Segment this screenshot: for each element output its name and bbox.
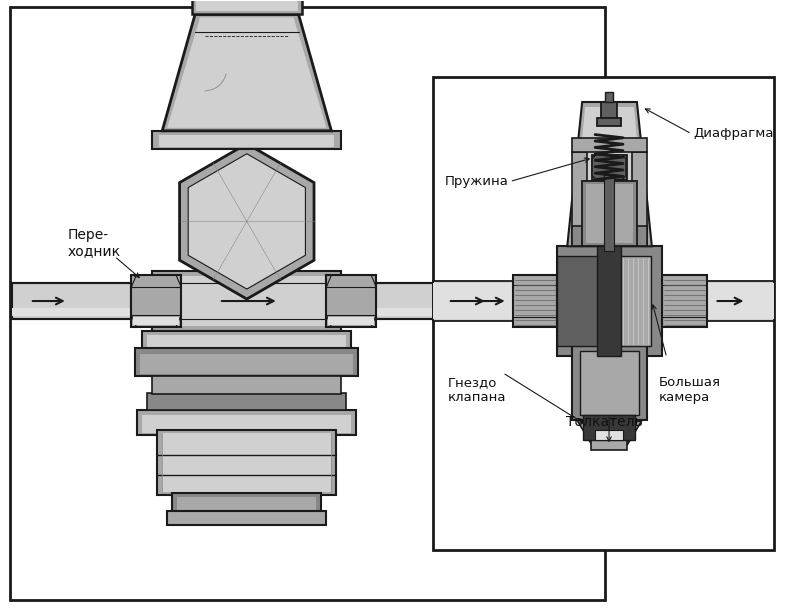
Bar (592, 155, 627, 180)
Polygon shape (162, 15, 331, 131)
Bar (572, 153, 587, 246)
Bar (586, 185, 633, 243)
Bar (12, 308, 131, 316)
Text: Гнездо
клапана: Гнездо клапана (448, 376, 507, 404)
Bar (572, 137, 647, 153)
Bar (597, 246, 621, 356)
Bar (196, 0, 298, 12)
Polygon shape (188, 154, 306, 289)
Bar (596, 430, 623, 441)
Bar (707, 283, 774, 319)
Bar (707, 281, 774, 321)
Bar (162, 433, 331, 492)
Polygon shape (592, 139, 626, 140)
Text: Пружина: Пружина (445, 175, 509, 188)
Bar (433, 283, 512, 319)
Bar (157, 430, 337, 495)
Bar (582, 181, 637, 246)
Text: Толкатель: Толкатель (565, 415, 642, 430)
Polygon shape (592, 171, 626, 172)
Polygon shape (592, 161, 626, 163)
Bar (605, 92, 613, 102)
Polygon shape (592, 148, 626, 150)
Bar (597, 118, 621, 126)
Polygon shape (592, 136, 626, 137)
Polygon shape (592, 142, 626, 143)
Bar (152, 271, 341, 331)
Bar (152, 131, 341, 148)
Bar (580, 351, 639, 415)
Bar (376, 283, 615, 319)
Bar (133, 317, 179, 325)
Bar (177, 497, 317, 511)
Bar (619, 256, 651, 346)
Bar (148, 393, 346, 411)
Bar (168, 511, 326, 525)
Bar (433, 281, 512, 321)
Bar (572, 346, 647, 420)
Bar (137, 411, 357, 436)
Bar (604, 175, 614, 251)
Polygon shape (572, 107, 647, 241)
Bar (157, 276, 337, 326)
Bar (142, 415, 351, 433)
Bar (376, 308, 615, 316)
Bar (168, 302, 326, 346)
Bar (326, 275, 376, 327)
Bar (162, 299, 331, 349)
Bar (435, 79, 773, 548)
Bar (557, 246, 661, 356)
Bar (632, 153, 647, 246)
Polygon shape (592, 155, 626, 156)
Text: Диафрагма: Диафрагма (694, 127, 774, 141)
Bar (192, 0, 302, 15)
Bar (433, 77, 774, 550)
Bar (135, 348, 358, 376)
Bar (142, 331, 351, 351)
Polygon shape (577, 420, 642, 445)
Polygon shape (179, 144, 314, 299)
Bar (141, 354, 353, 374)
Bar (148, 335, 346, 349)
Bar (160, 135, 334, 147)
Bar (557, 256, 599, 346)
Polygon shape (592, 152, 626, 153)
Text: Пере-
ходник: Пере- ходник (67, 228, 121, 258)
Bar (512, 275, 557, 327)
Bar (142, 283, 351, 319)
Bar (583, 415, 635, 441)
Polygon shape (592, 174, 626, 175)
Bar (152, 376, 341, 393)
Bar (601, 102, 617, 120)
Polygon shape (592, 177, 626, 178)
Bar (172, 493, 322, 513)
Bar (661, 275, 707, 327)
Polygon shape (592, 168, 626, 169)
Bar (592, 420, 627, 450)
Text: Большая
камера: Большая камера (659, 376, 721, 404)
Polygon shape (592, 155, 626, 180)
Polygon shape (168, 17, 326, 128)
Bar (329, 317, 374, 325)
Bar (572, 227, 647, 246)
Polygon shape (567, 102, 652, 246)
Polygon shape (592, 164, 626, 166)
Bar (10, 7, 605, 599)
Polygon shape (592, 145, 626, 147)
Polygon shape (592, 158, 626, 159)
Bar (12, 283, 131, 319)
Bar (131, 275, 181, 327)
